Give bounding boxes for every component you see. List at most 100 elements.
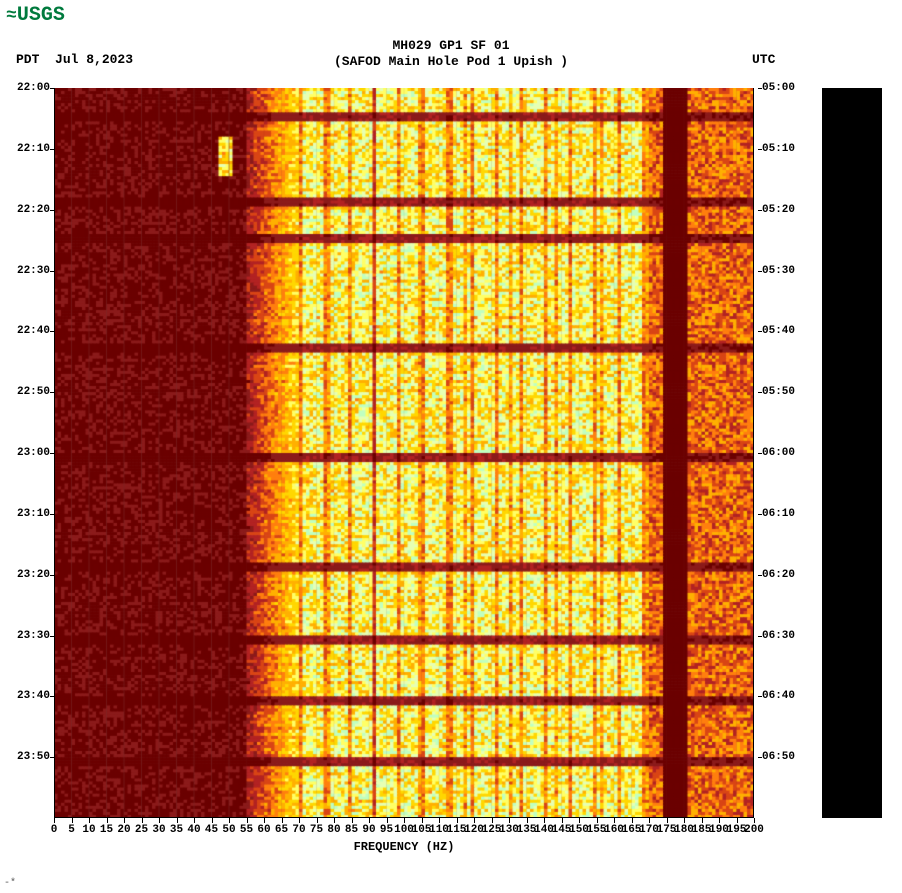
- y-right-label: 05:30: [762, 265, 795, 277]
- y-right-label: 06:00: [762, 447, 795, 459]
- x-tick: [89, 818, 90, 823]
- x-label: 30: [152, 824, 165, 836]
- spectrogram-canvas: [54, 88, 754, 818]
- x-tick: [474, 818, 475, 823]
- x-tick: [457, 818, 458, 823]
- x-tick: [597, 818, 598, 823]
- x-tick: [352, 818, 353, 823]
- x-tick: [649, 818, 650, 823]
- y-left-label: 22:20: [17, 204, 50, 216]
- y-right-label: 05:10: [762, 143, 795, 155]
- x-label: 15: [100, 824, 113, 836]
- x-label: 10: [82, 824, 95, 836]
- y-right-label: 05:20: [762, 204, 795, 216]
- y-right-label: 06:50: [762, 751, 795, 763]
- y-left-label: 22:50: [17, 386, 50, 398]
- x-tick: [282, 818, 283, 823]
- x-label: 60: [257, 824, 270, 836]
- y-right-tick: [758, 88, 762, 89]
- x-tick: [142, 818, 143, 823]
- y-right-label: 05:00: [762, 82, 795, 94]
- y-left-tick: [50, 392, 54, 393]
- footer-mark: ‑*: [4, 878, 16, 889]
- y-right-tick: [758, 271, 762, 272]
- x-tick: [422, 818, 423, 823]
- y-left-tick: [50, 757, 54, 758]
- y-right-label: 06:20: [762, 569, 795, 581]
- x-tick: [492, 818, 493, 823]
- y-left-label: 22:10: [17, 143, 50, 155]
- logo-wave: ≈: [6, 6, 15, 26]
- x-tick: [562, 818, 563, 823]
- y-left-label: 22:00: [17, 82, 50, 94]
- x-tick: [632, 818, 633, 823]
- x-tick: [212, 818, 213, 823]
- y-left-tick: [50, 88, 54, 89]
- x-tick: [702, 818, 703, 823]
- y-left-tick: [50, 575, 54, 576]
- x-tick: [684, 818, 685, 823]
- x-label: 50: [222, 824, 235, 836]
- y-left-tick: [50, 514, 54, 515]
- y-left-tick: [50, 210, 54, 211]
- y-right-label: 05:50: [762, 386, 795, 398]
- timezone-left: PDT Jul 8,2023: [16, 52, 133, 67]
- date-label: Jul 8,2023: [55, 52, 133, 67]
- x-label: 45: [205, 824, 218, 836]
- y-left-tick: [50, 636, 54, 637]
- x-tick: [229, 818, 230, 823]
- y-left-tick: [50, 453, 54, 454]
- colorbar: [822, 88, 882, 818]
- x-tick: [579, 818, 580, 823]
- x-tick: [439, 818, 440, 823]
- x-tick: [614, 818, 615, 823]
- y-right-label: 06:40: [762, 690, 795, 702]
- x-label: 40: [187, 824, 200, 836]
- x-tick: [317, 818, 318, 823]
- x-label: 20: [117, 824, 130, 836]
- x-tick: [719, 818, 720, 823]
- y-axis-left: 22:0022:1022:2022:3022:4022:5023:0023:10…: [0, 88, 54, 818]
- timezone-right: UTC: [752, 52, 775, 67]
- x-label: 55: [240, 824, 253, 836]
- y-left-label: 23:30: [17, 630, 50, 642]
- x-tick: [177, 818, 178, 823]
- x-tick: [737, 818, 738, 823]
- y-right-tick: [758, 514, 762, 515]
- x-tick: [527, 818, 528, 823]
- y-left-tick: [50, 149, 54, 150]
- x-label: 25: [135, 824, 148, 836]
- x-tick: [299, 818, 300, 823]
- x-tick: [667, 818, 668, 823]
- y-left-tick: [50, 696, 54, 697]
- x-tick: [194, 818, 195, 823]
- x-tick: [509, 818, 510, 823]
- y-left-label: 23:50: [17, 751, 50, 763]
- x-tick: [124, 818, 125, 823]
- y-axis-right: 05:0005:1005:2005:3005:4005:5006:0006:10…: [758, 88, 808, 818]
- x-tick: [247, 818, 248, 823]
- y-right-tick: [758, 757, 762, 758]
- y-right-tick: [758, 453, 762, 454]
- usgs-logo: ≈ USGS: [6, 4, 65, 27]
- y-left-label: 22:30: [17, 265, 50, 277]
- y-right-tick: [758, 575, 762, 576]
- y-left-label: 23:20: [17, 569, 50, 581]
- x-tick: [107, 818, 108, 823]
- y-left-tick: [50, 331, 54, 332]
- x-label: 90: [362, 824, 375, 836]
- x-label: 65: [275, 824, 288, 836]
- x-tick: [54, 818, 55, 823]
- x-label: 5: [68, 824, 75, 836]
- y-left-label: 22:40: [17, 325, 50, 337]
- y-left-label: 23:10: [17, 508, 50, 520]
- y-right-label: 05:40: [762, 325, 795, 337]
- x-tick: [159, 818, 160, 823]
- x-tick: [72, 818, 73, 823]
- y-left-label: 23:00: [17, 447, 50, 459]
- x-label: 80: [327, 824, 340, 836]
- x-tick: [404, 818, 405, 823]
- y-right-tick: [758, 210, 762, 211]
- x-tick: [754, 818, 755, 823]
- x-label: 75: [310, 824, 323, 836]
